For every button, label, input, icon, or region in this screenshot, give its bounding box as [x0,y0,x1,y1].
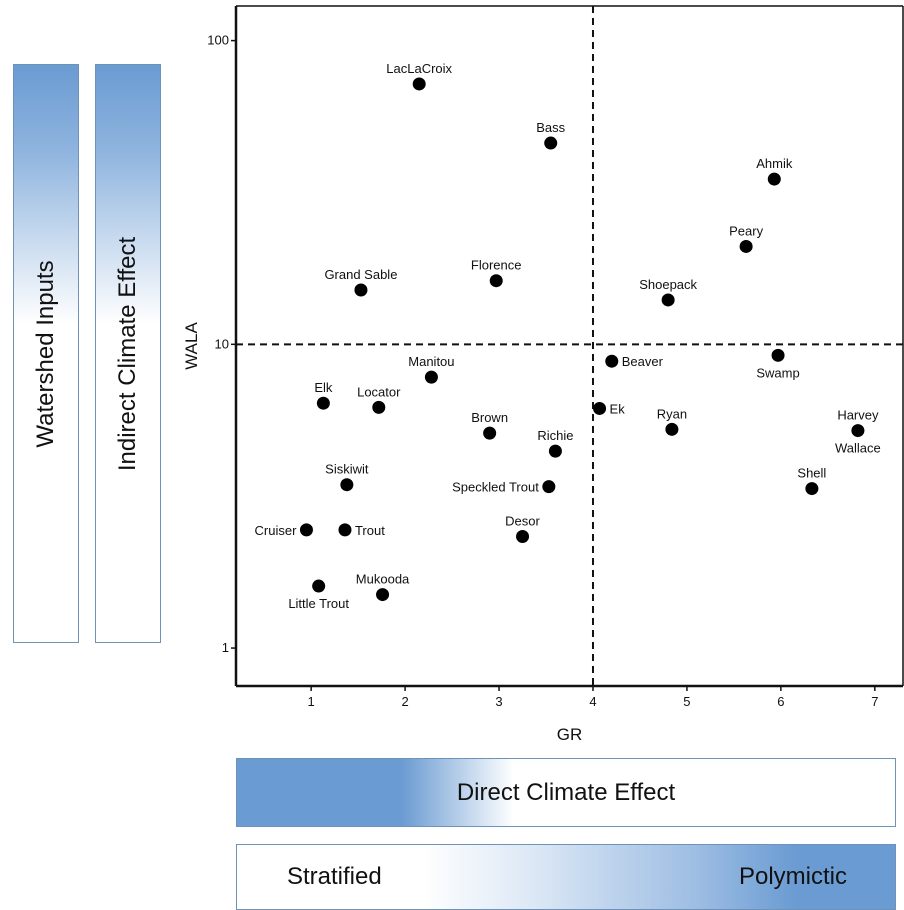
data-point [767,172,781,186]
x-tick-label: 6 [777,694,784,709]
direct-climate-effect-bar: Direct Climate Effect [236,758,896,827]
data-point-label: Desor [505,513,540,528]
data-point [661,293,675,307]
x-tick-label: 7 [871,694,878,709]
data-point [312,579,326,593]
data-point [316,396,330,410]
data-points: LacLaCroix Bass Ahmik Peary Florence Grand Sa… [255,61,881,611]
data-point-label: LacLaCroix [386,61,452,76]
data-point [544,136,558,150]
data-point [605,354,619,368]
data-point-label: Richie [537,428,573,443]
mixing-regime-bar: Stratified Polymictic [236,844,896,910]
indirect-climate-effect-bar: Indirect Climate Effect [95,64,161,643]
data-point-label: Swamp [756,365,799,380]
data-point [299,523,313,537]
x-tick-label: 5 [683,694,690,709]
data-point [424,370,438,384]
data-point-label: Cruiser [255,523,298,538]
data-point [340,478,354,492]
data-point [516,529,530,543]
data-point [354,283,368,297]
data-point [412,77,426,91]
x-tick-label: 4 [589,694,596,709]
reference-lines [236,6,903,686]
watershed-inputs-bar: Watershed Inputs [13,64,79,643]
data-point-label: Locator [357,384,401,399]
x-tick-label: 2 [401,694,408,709]
data-point-label: Brown [471,410,508,425]
data-point [376,588,390,602]
data-point [548,444,562,458]
data-point [489,274,503,288]
data-point-label: Ahmik [756,156,793,171]
polymictic-label: Polymictic [738,863,847,890]
y-tick-label: 1 [222,640,229,655]
data-point [338,523,352,537]
data-point [593,401,607,415]
direct-climate-effect-label: Direct Climate Effect [456,778,676,806]
y-tick-label: 100 [207,33,229,48]
data-point-label: Manitou [408,354,454,369]
data-point [851,424,865,438]
data-point-label: Elk [314,380,333,395]
data-point-label: Grand Sable [324,267,397,282]
data-point-label: Shell [797,466,826,481]
data-point-label: Siskiwit [325,462,369,477]
y-tick-label: 10 [215,336,229,351]
data-point-label: Wallace [835,441,881,456]
data-point [739,239,753,253]
data-point-label: Peary [729,223,763,238]
scatter-chart: 1 2 3 4 5 6 7 1 10 100 LacLaCroix Bass Ahmik Peary Fl… [182,5,904,740]
data-point [483,426,497,440]
axes: 1 2 3 4 5 6 7 1 10 100 [207,5,904,709]
data-point-label: Beaver [622,354,664,369]
data-point-label: Harvey [837,408,879,423]
data-point-label: Little Trout [288,596,349,611]
x-tick-label: 1 [308,694,315,709]
data-point-label: Mukooda [356,572,410,587]
y-axis-label: WALA [182,322,201,370]
data-point [372,400,386,414]
data-point-label: Shoepack [639,277,697,292]
x-tick-label: 3 [495,694,502,709]
x-axis-label: GR [557,725,583,740]
data-point [805,482,819,496]
data-point [665,422,679,436]
data-point-label: Ryan [657,406,687,421]
data-point-label: Trout [355,523,385,538]
data-point-label: Ek [610,401,626,416]
data-point [542,480,556,494]
stratified-label: Stratified [287,863,382,890]
data-point-label: Bass [536,120,565,135]
data-point-label: Florence [471,258,522,273]
data-point-label: Speckled Trout [452,480,539,495]
data-point [771,348,785,362]
